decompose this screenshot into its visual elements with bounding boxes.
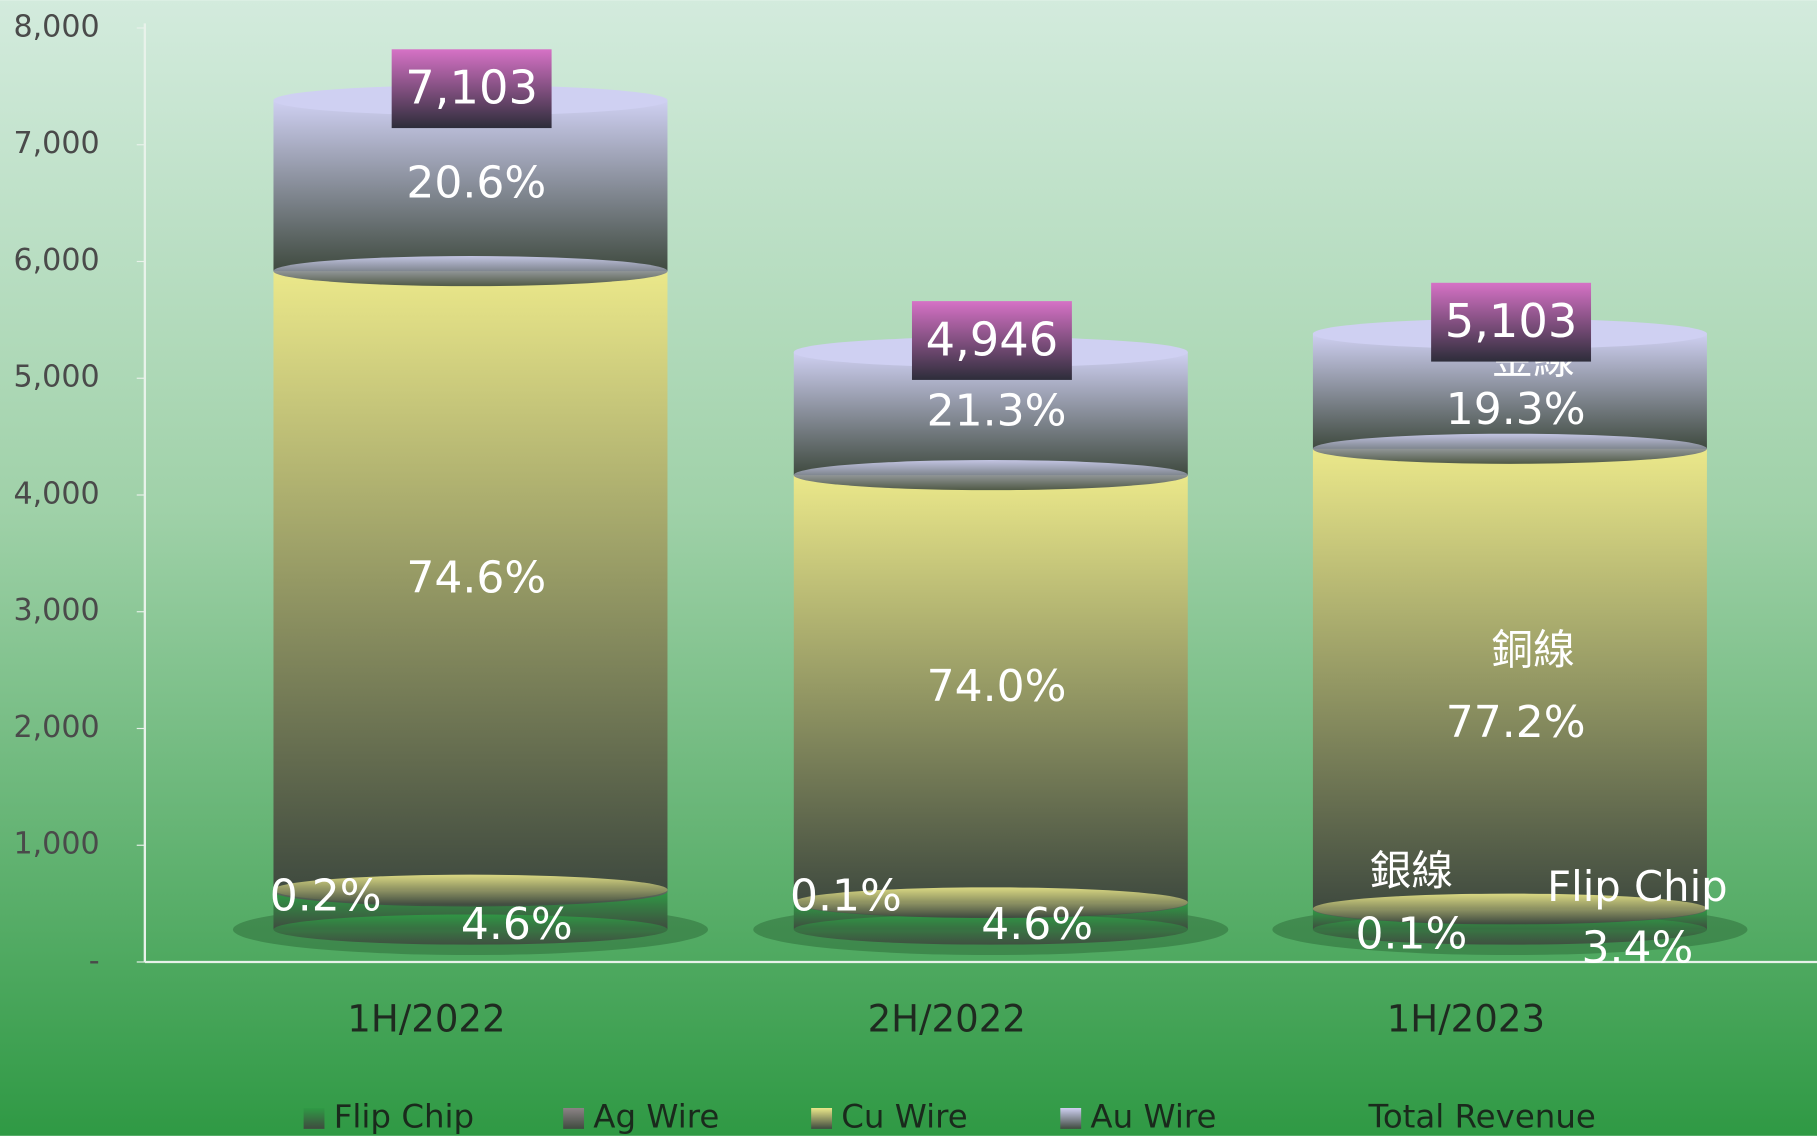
legend-swatch (811, 1108, 833, 1129)
total-box (911, 301, 1072, 380)
annotation: 銅線 (1491, 625, 1574, 674)
data-label: 19.3% (1446, 384, 1586, 435)
cylinder-segment (273, 271, 668, 890)
x-tick-label: 1H/2022 (347, 998, 505, 1041)
data-label: 77.2% (1446, 697, 1586, 748)
data-label: 0.1% (790, 870, 902, 921)
data-label: 74.6% (406, 552, 546, 603)
y-tick-label: 7,000 (13, 126, 99, 161)
y-tick-label: 3,000 (13, 593, 99, 628)
legend-label: Total Revenue (1368, 1097, 1596, 1135)
total-label: 4,946 (926, 312, 1059, 366)
data-label: 0.1% (1356, 908, 1468, 959)
total-box (1431, 282, 1592, 362)
segment-base (793, 887, 1188, 918)
data-label: 0.2% (270, 870, 382, 921)
data-label: 20.6% (406, 158, 546, 209)
legend-label: Cu Wire (841, 1097, 967, 1135)
annotation: Flip Chip (1547, 862, 1727, 911)
y-tick-label: 6,000 (13, 243, 99, 278)
cylinder-segment (793, 475, 1188, 903)
legend-swatch (1060, 1108, 1082, 1129)
segment-base (273, 256, 668, 287)
legend-label: Flip Chip (334, 1097, 474, 1135)
data-label: 74.0% (927, 661, 1067, 712)
segment-base (273, 914, 668, 945)
annotation: 銀線 (1370, 846, 1453, 895)
segment-base (793, 914, 1188, 945)
y-tick-label: 5,000 (13, 360, 99, 395)
x-tick-label: 1H/2023 (1387, 998, 1545, 1041)
data-label: 4.6% (461, 899, 573, 950)
data-label: 4.6% (981, 899, 1093, 950)
cylinder-segment (1312, 448, 1707, 909)
cylinder-segment (273, 100, 668, 272)
y-tick-label: 8,000 (13, 9, 99, 44)
total-label: 5,103 (1445, 294, 1578, 348)
legend-swatch (303, 1108, 325, 1129)
total-box (391, 49, 552, 129)
legend-swatch (563, 1108, 585, 1129)
segment-base (1312, 433, 1707, 464)
x-tick-label: 2H/2022 (868, 998, 1026, 1041)
y-tick-label: - (89, 943, 100, 978)
y-tick-label: 2,000 (13, 710, 99, 745)
segment-base (793, 460, 1188, 491)
segment-base (273, 874, 668, 905)
segment-base (1312, 893, 1707, 924)
legend-label: Au Wire (1090, 1097, 1216, 1135)
y-tick-label: 1,000 (13, 827, 99, 862)
y-tick-label: 4,000 (13, 476, 99, 511)
total-label: 7,103 (405, 61, 538, 115)
data-label: 21.3% (927, 386, 1067, 437)
legend-label: Ag Wire (593, 1097, 719, 1135)
data-label: 3.4% (1581, 922, 1693, 973)
